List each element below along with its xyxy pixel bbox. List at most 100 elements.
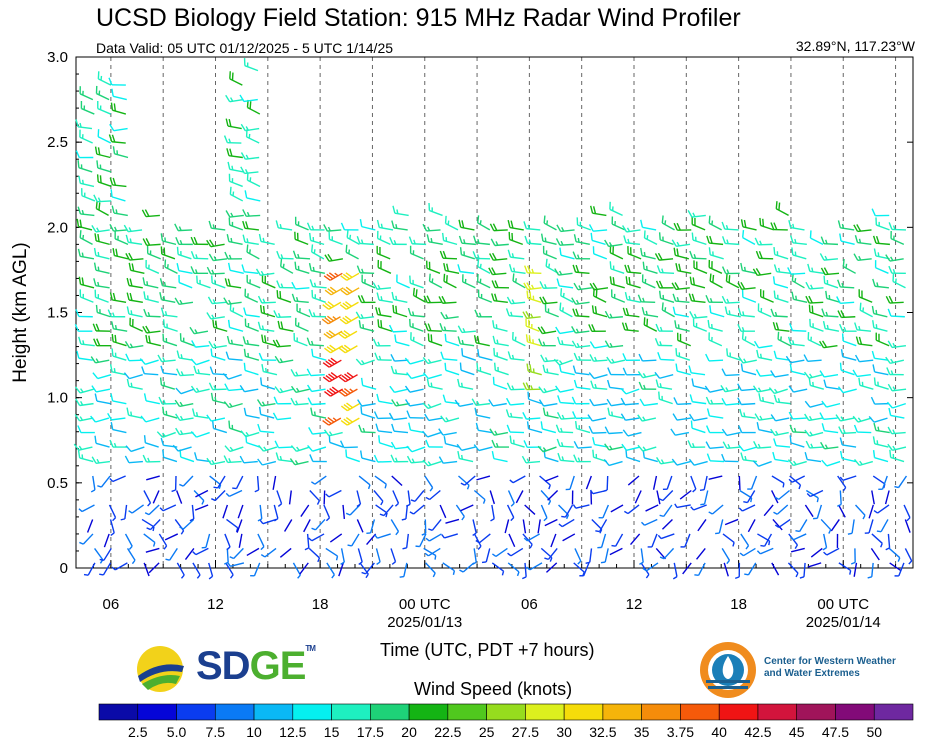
wind-barb [94, 146, 111, 159]
wind-barb [639, 398, 658, 407]
wind-barb [390, 454, 409, 463]
wind-barb [339, 301, 359, 310]
wind-barb [444, 215, 459, 231]
wind-barb [178, 274, 193, 289]
wind-barb [358, 424, 376, 434]
wind-barb [872, 364, 889, 376]
wind-barb [773, 350, 791, 361]
wind-barb [207, 296, 227, 305]
wind-barb [162, 449, 178, 463]
wind-barb [590, 232, 606, 246]
wind-barb [527, 391, 543, 405]
colorbar-swatch [176, 703, 216, 721]
wind-barb [144, 504, 160, 516]
wind-barb [804, 429, 824, 437]
wind-barb [75, 309, 93, 318]
wind-barb [609, 201, 623, 217]
wind-barb [558, 504, 570, 520]
wind-barb [637, 414, 657, 422]
wind-barb [91, 456, 111, 464]
wind-barb [754, 413, 774, 421]
wind-barb [673, 397, 692, 406]
wind-barb [760, 533, 773, 547]
wind-barb [79, 86, 94, 101]
wind-barb [629, 533, 641, 546]
wind-barb [324, 386, 344, 397]
wind-barb [73, 443, 93, 451]
wind-barb [474, 407, 491, 419]
wind-barb [422, 372, 442, 380]
wind-barb [741, 331, 756, 347]
wind-barb [324, 344, 344, 354]
wind-barb [111, 88, 127, 101]
wind-barb [91, 385, 111, 393]
wind-barb [572, 504, 590, 509]
wind-barb [709, 273, 723, 289]
wind-barb [771, 562, 780, 576]
wind-barb [160, 233, 177, 246]
wind-barb [461, 348, 477, 361]
y-axis-label: Height (km AGL) [10, 242, 31, 382]
wind-barb [687, 440, 706, 448]
wind-barb [473, 444, 493, 452]
wind-barb [323, 490, 326, 505]
wind-barb [854, 322, 871, 332]
wind-barb [721, 548, 731, 565]
wind-barb [673, 222, 692, 231]
wind-barb [522, 311, 541, 320]
wind-barb [640, 518, 658, 526]
wind-barb [571, 325, 590, 334]
wind-barb [472, 548, 477, 565]
wind-barb [507, 490, 515, 507]
wind-barb [837, 490, 842, 507]
wind-barb [191, 408, 209, 419]
wind-barb [894, 562, 905, 577]
wind-barb [142, 277, 159, 289]
wind-barb [143, 435, 159, 448]
wind-barb [258, 444, 278, 452]
wind-barb [477, 215, 491, 231]
wind-barb [311, 518, 326, 531]
wind-barb [787, 267, 806, 275]
wind-barb [791, 273, 805, 289]
wind-barb [259, 305, 276, 318]
wind-barb [788, 411, 807, 420]
wind-barb [538, 386, 558, 394]
wind-barb [773, 264, 791, 275]
colorbar-label: 50 [866, 724, 882, 740]
wind-barb [239, 94, 258, 103]
wind-barb [408, 236, 427, 246]
wind-barb [508, 533, 516, 548]
wind-barb [477, 258, 491, 274]
wind-barb [871, 350, 889, 361]
wind-barb [443, 436, 460, 448]
wind-barb [573, 440, 592, 449]
wind-barb [83, 562, 96, 576]
wind-barb [539, 281, 558, 289]
wind-barb [639, 548, 644, 565]
wind-barb [299, 562, 309, 575]
wind-barb [109, 123, 128, 132]
wind-barb [672, 413, 692, 421]
wind-barb [322, 357, 342, 368]
wind-barb [223, 297, 242, 305]
wind-barb [488, 399, 507, 407]
colorbar-label: 27.5 [512, 724, 539, 740]
wind-barb [391, 475, 403, 486]
wind-barb [306, 222, 325, 231]
wind-barb [120, 504, 128, 521]
wind-barb [388, 324, 407, 333]
wind-barb [789, 363, 806, 376]
wind-barb [539, 296, 558, 305]
colorbar-swatch [214, 703, 255, 721]
wind-barb [773, 246, 789, 260]
wind-barb [427, 333, 443, 347]
wind-barb [740, 533, 750, 550]
wind-barb [201, 533, 211, 549]
wind-barb [838, 504, 846, 518]
wind-barb [852, 369, 871, 378]
wind-barb [160, 307, 178, 318]
colorbar-swatch [525, 703, 565, 721]
wind-barb [656, 490, 661, 505]
wind-barb [210, 348, 226, 361]
